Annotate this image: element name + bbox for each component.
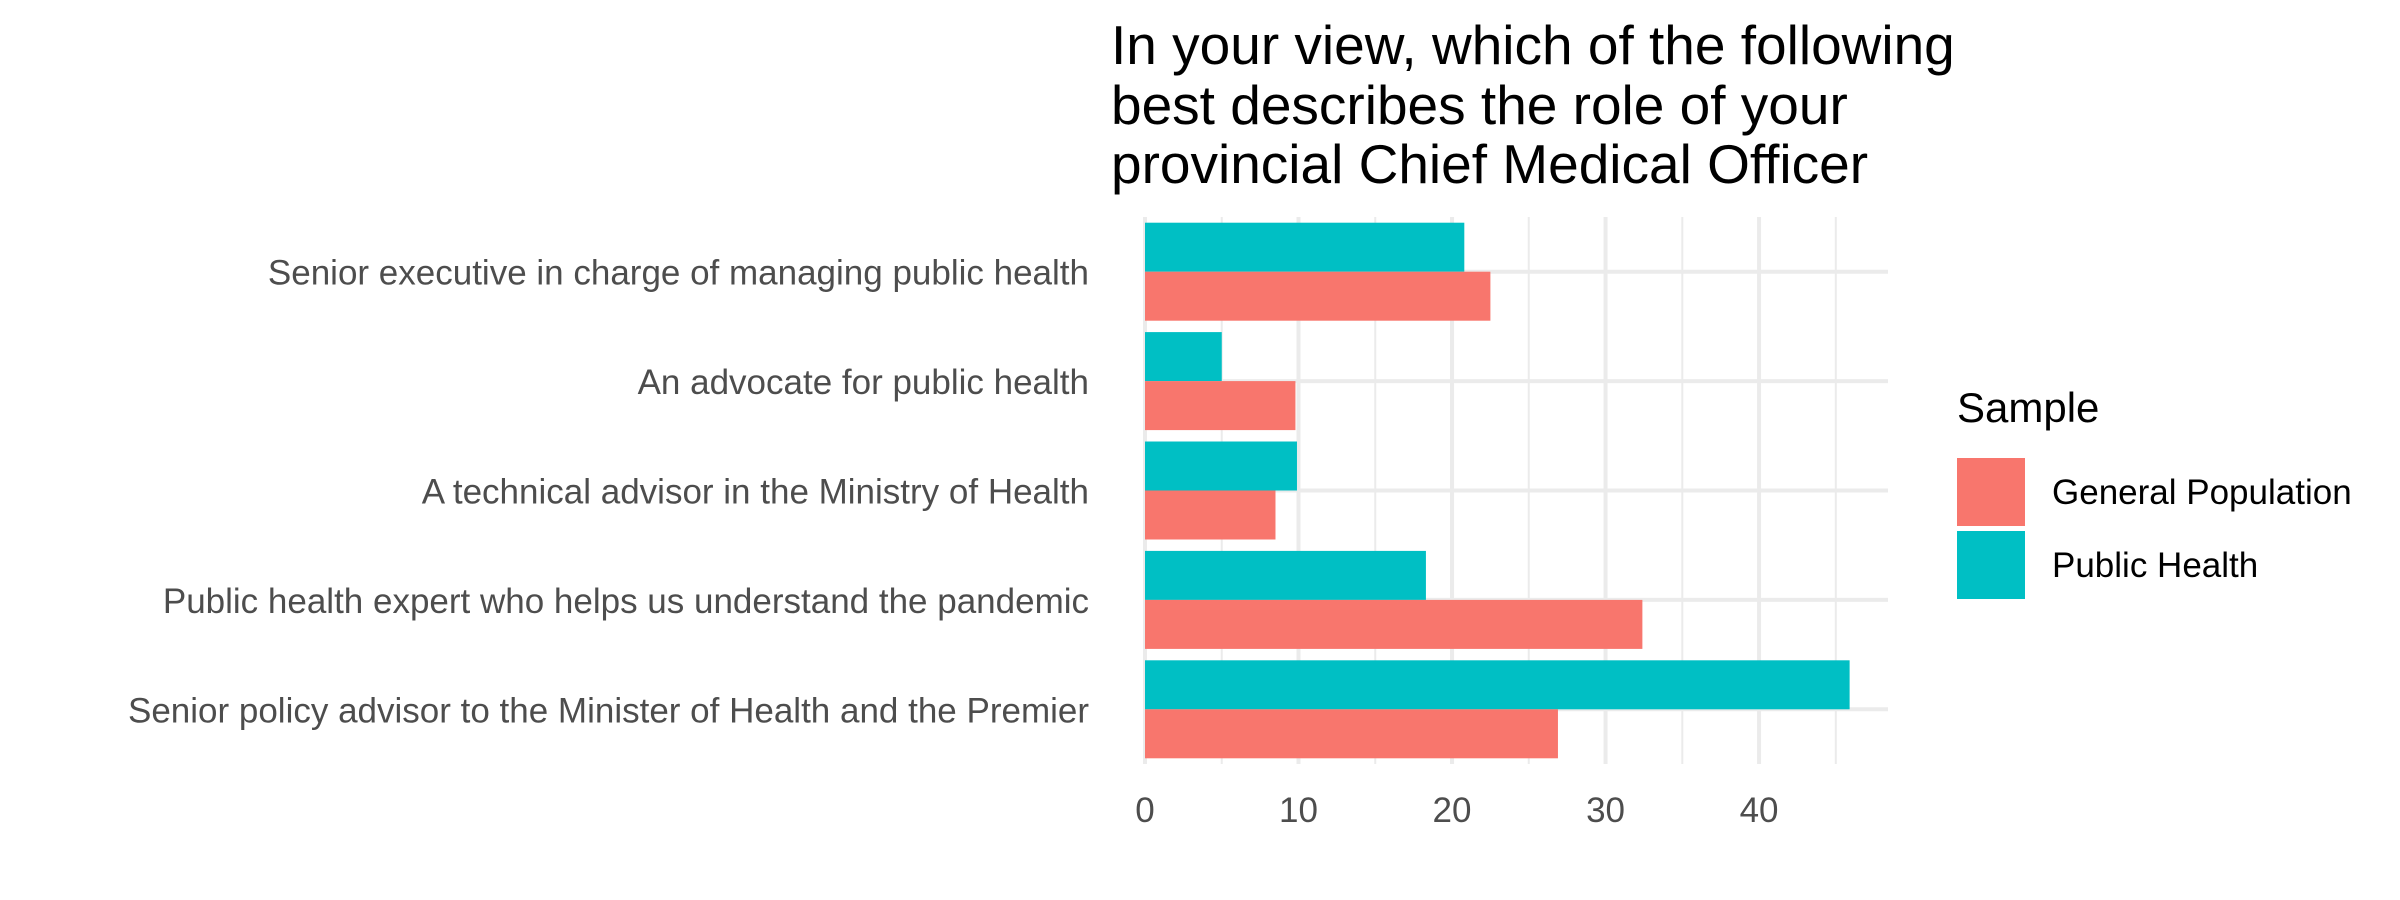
bar-general-population-a-technical-advisor-in-the-ministry-of-health (1145, 490, 1276, 540)
bar-public-health-a-technical-advisor-in-the-ministry-of-health (1145, 441, 1297, 491)
bar-general-population-public-health-expert-who-helps-us-understand-the-pandemic (1145, 599, 1643, 649)
x-tick-label: 20 (1433, 791, 1472, 830)
legend-label-public-health: Public Health (2052, 546, 2259, 585)
category-label: An advocate for public health (638, 363, 1089, 402)
bar-public-health-senior-executive-in-charge-of-managing-public-health (1145, 222, 1465, 272)
legend-key-general-population (1957, 458, 2025, 526)
chart-title-line-1: In your view, which of the following (1111, 14, 1955, 76)
x-tick-label: 0 (1135, 791, 1154, 830)
bar-general-population-senior-executive-in-charge-of-managing-public-health (1145, 271, 1491, 321)
bar-public-health-senior-policy-advisor-to-the-minister-of-health-and-the-premier (1145, 660, 1850, 710)
category-label: Senior policy advisor to the Minister of… (128, 691, 1089, 730)
bar-general-population-an-advocate-for-public-health (1145, 381, 1296, 431)
chart-title-line-2: best describes the role of your (1111, 74, 1848, 136)
category-label: Public health expert who helps us unders… (163, 582, 1089, 621)
bar-public-health-public-health-expert-who-helps-us-understand-the-pandemic (1145, 550, 1426, 600)
chart-title-line-3: provincial Chief Medical Officer (1111, 133, 1869, 195)
category-label: Senior executive in charge of managing p… (268, 254, 1089, 293)
x-tick-label: 40 (1740, 791, 1779, 830)
legend-label-general-population: General Population (2052, 473, 2352, 512)
legend-title: Sample (1957, 384, 2100, 431)
x-tick-label: 10 (1279, 791, 1318, 830)
bar-public-health-an-advocate-for-public-health (1145, 332, 1222, 382)
category-label: A technical advisor in the Ministry of H… (422, 473, 1089, 512)
x-tick-label: 30 (1586, 791, 1625, 830)
legend-key-public-health (1957, 531, 2025, 599)
bar-general-population-senior-policy-advisor-to-the-minister-of-health-and-the-premier (1145, 709, 1558, 759)
